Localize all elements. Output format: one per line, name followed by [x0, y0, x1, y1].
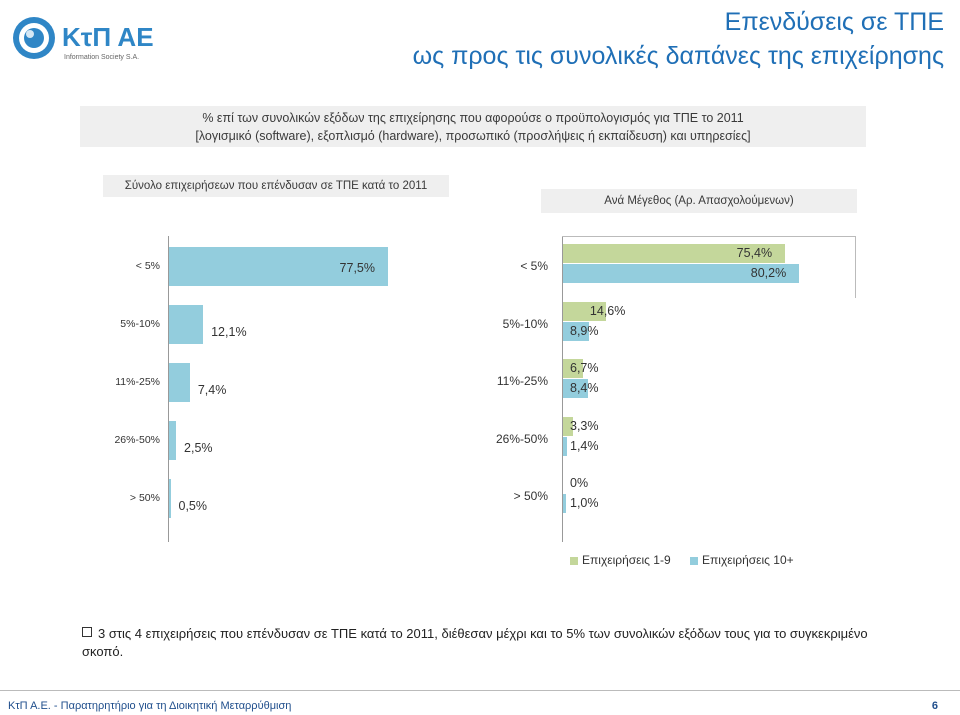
right-chart-axis: [562, 236, 563, 542]
left-bar: [169, 247, 388, 286]
left-data-label: 2,5%: [184, 441, 213, 455]
right-panel-header: Ανά Μέγεθος (Αρ. Απασχολούμενων): [541, 189, 857, 213]
legend-label-small: Επιχειρήσεις 1-9: [582, 553, 671, 567]
right-chart-top-border: [562, 236, 856, 237]
footer-text: ΚτΠ Α.Ε. - Παρατηρητήριο για τη Διοικητι…: [8, 700, 292, 712]
right-data-label-small: 0%: [570, 476, 589, 490]
legend-swatch-large: [690, 557, 698, 565]
right-data-label-large: 1,4%: [570, 438, 599, 453]
right-bar-large: [563, 264, 799, 283]
right-panel-header-text: Ανά Μέγεθος (Αρ. Απασχολούμενων): [604, 195, 794, 207]
right-data-label-small: 14,6%: [589, 303, 626, 318]
left-data-label: 0,5%: [178, 499, 208, 513]
right-chart-right-border: [855, 236, 856, 298]
right-bar-small: [563, 416, 573, 436]
left-bar: [169, 363, 190, 402]
left-data-label: 7,4%: [197, 383, 227, 397]
right-category-label: < 5%: [520, 259, 548, 273]
left-category-label: > 50%: [129, 492, 160, 504]
footer-divider: [0, 690, 960, 691]
ktp-logo-mark: [13, 17, 55, 59]
left-chart-axis: [168, 236, 169, 542]
logo-text: ΚτΠ ΑΕ: [62, 22, 154, 52]
chart-subtitle-box: % επί των συνολικών εξόδων της επιχείρησ…: [80, 106, 866, 147]
right-bar-small: [563, 359, 583, 378]
right-category-label: > 50%: [513, 489, 548, 503]
right-data-label-large: 80,2%: [750, 266, 787, 280]
right-data-label-small: 3,3%: [570, 418, 599, 433]
right-data-label-large: 1,0%: [570, 496, 599, 510]
right-bar-small: [563, 244, 785, 263]
left-category-label: 5%-10%: [120, 318, 160, 330]
right-data-label-large: 8,9%: [570, 323, 599, 338]
checkbox-bullet-icon: [82, 627, 92, 637]
right-category-label: 11%-25%: [496, 374, 548, 388]
legend-label-large: Επιχειρήσεις 10+: [702, 553, 794, 567]
summary-note: 3 στις 4 επιχειρήσεις που επένδυσαν σε Τ…: [82, 625, 892, 661]
left-bar: [169, 305, 204, 344]
ktp-logo: ΚτΠ ΑΕ Information Society S.A.: [10, 14, 170, 66]
right-data-label-small: 75,4%: [736, 246, 773, 260]
left-panel-header-text: Σύνολο επιχειρήσεων που επένδυσαν σε ΤΠΕ…: [124, 180, 428, 192]
legend-swatch-small: [570, 557, 578, 565]
left-category-label: 26%-50%: [114, 434, 160, 446]
right-bar-large: [563, 321, 590, 341]
logo-subtext: Information Society S.A.: [64, 54, 140, 61]
right-category-label: 26%-50%: [495, 431, 548, 446]
page-title-line2: ως προς τις συνολικές δαπάνες της επιχεί…: [412, 42, 944, 70]
summary-note-text: 3 στις 4 επιχειρήσεις που επένδυσαν σε Τ…: [82, 626, 868, 659]
subtitle-line1: % επί των συνολικών εξόδων της επιχείρησ…: [202, 111, 744, 125]
left-category-label: 11%-25%: [115, 376, 160, 388]
right-category-label: 5%-10%: [502, 316, 548, 331]
left-data-label: 12,1%: [211, 325, 247, 339]
right-data-label-small: 6,7%: [570, 361, 599, 375]
page-title-line1: Επενδύσεις σε ΤΠΕ: [724, 8, 944, 36]
left-bar: [169, 421, 177, 460]
right-bar-small: [563, 301, 606, 321]
subtitle-line2: [λογισμικό (software), εξοπλισμό (hardwa…: [195, 129, 751, 143]
right-bar-large: [563, 436, 568, 456]
left-data-label: 77,5%: [339, 261, 375, 275]
left-panel-header: Σύνολο επιχειρήσεων που επένδυσαν σε ΤΠΕ…: [103, 175, 449, 197]
right-data-label-large: 8,4%: [570, 381, 599, 395]
right-bar-large: [563, 494, 566, 513]
left-category-label: < 5%: [135, 260, 160, 272]
left-bar: [169, 479, 171, 518]
page-number: 6: [931, 700, 938, 712]
right-bar-large: [563, 379, 588, 398]
